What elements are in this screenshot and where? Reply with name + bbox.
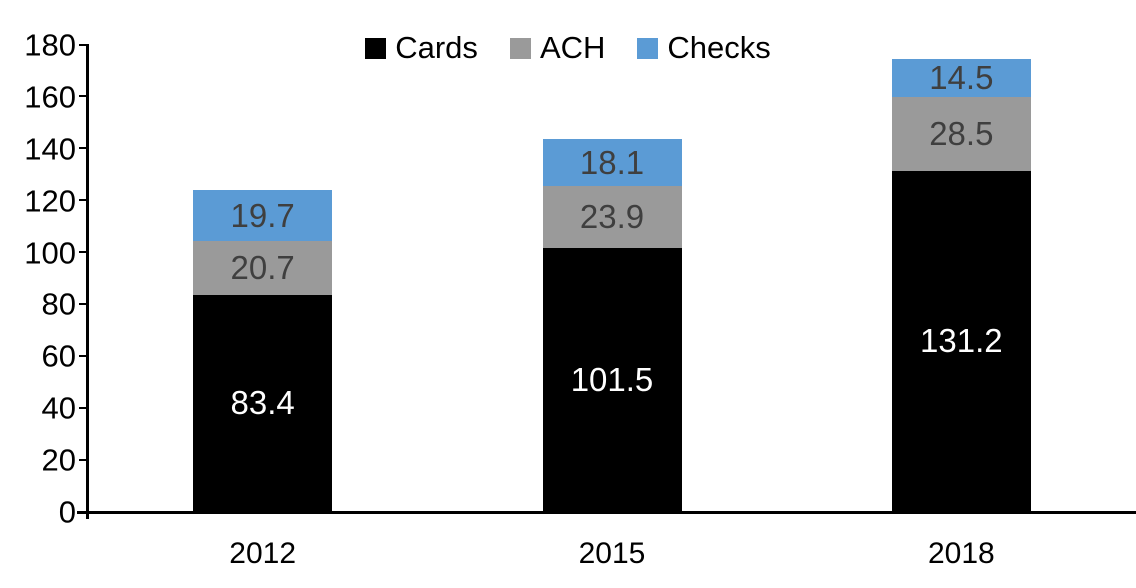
bar-segment-value: 83.4 (230, 384, 295, 422)
y-tick (79, 147, 88, 150)
x-axis-label-2012: 2012 (229, 537, 297, 570)
legend-label-cards: Cards (395, 30, 478, 65)
bar-segment-checks-2015: 18.1 (542, 138, 682, 186)
y-tick (79, 43, 88, 46)
chart-legend: Cards ACH Checks (0, 30, 1136, 66)
y-tick (79, 354, 88, 357)
x-axis-label-2015: 2015 (578, 537, 646, 570)
bar-segment-cards-2015: 101.5 (542, 247, 682, 511)
legend-swatch-cards (365, 37, 387, 59)
y-tick (79, 510, 88, 513)
y-tick-label: 80 (41, 286, 76, 322)
legend-item-ach: ACH (509, 30, 606, 66)
x-axis-label-2018: 2018 (927, 537, 995, 570)
y-tick-label: 100 (24, 235, 76, 271)
bar-segment-value: 19.7 (230, 196, 295, 234)
bar-segment-value: 20.7 (230, 249, 295, 287)
bar-segment-checks-2018: 14.5 (891, 59, 1031, 97)
bar-segment-value: 14.5 (929, 59, 994, 97)
bar-segment-value: 23.9 (579, 198, 645, 236)
y-axis-line (86, 44, 89, 519)
y-tick (79, 458, 88, 461)
legend-label-ach: ACH (539, 30, 606, 65)
legend-swatch-ach (509, 37, 531, 59)
bar-segment-value: 101.5 (570, 360, 654, 398)
legend-swatch-checks (637, 37, 659, 59)
y-tick-label: 140 (24, 131, 76, 167)
bar-segment-ach-2018: 28.5 (891, 96, 1031, 171)
bar-segment-cards-2018: 131.2 (891, 170, 1031, 511)
y-tick-label: 160 (24, 79, 76, 115)
y-tick (79, 406, 88, 409)
bar-segment-checks-2012: 19.7 (193, 189, 333, 241)
bar-segment-ach-2015: 23.9 (542, 185, 682, 248)
legend-item-checks: Checks (637, 30, 771, 66)
y-tick-label: 20 (41, 442, 76, 478)
y-tick (79, 95, 88, 98)
x-axis-line (77, 511, 1136, 514)
bar-segment-value: 131.2 (920, 322, 1003, 360)
y-tick-label: 120 (24, 183, 76, 219)
y-tick-label: 60 (41, 338, 76, 374)
bar-segment-value: 28.5 (929, 115, 994, 153)
legend-label-checks: Checks (667, 30, 771, 65)
y-tick-label: 0 (58, 494, 76, 530)
legend-item-cards: Cards (365, 30, 478, 66)
y-tick-label: 40 (41, 390, 76, 426)
y-tick (79, 251, 88, 254)
y-tick-label: 180 (24, 27, 76, 63)
y-tick (79, 302, 88, 305)
bar-segment-value: 18.1 (579, 143, 645, 181)
bar-segment-ach-2012: 20.7 (193, 240, 333, 295)
y-tick (79, 199, 88, 202)
bar-segment-cards-2012: 83.4 (193, 294, 333, 511)
